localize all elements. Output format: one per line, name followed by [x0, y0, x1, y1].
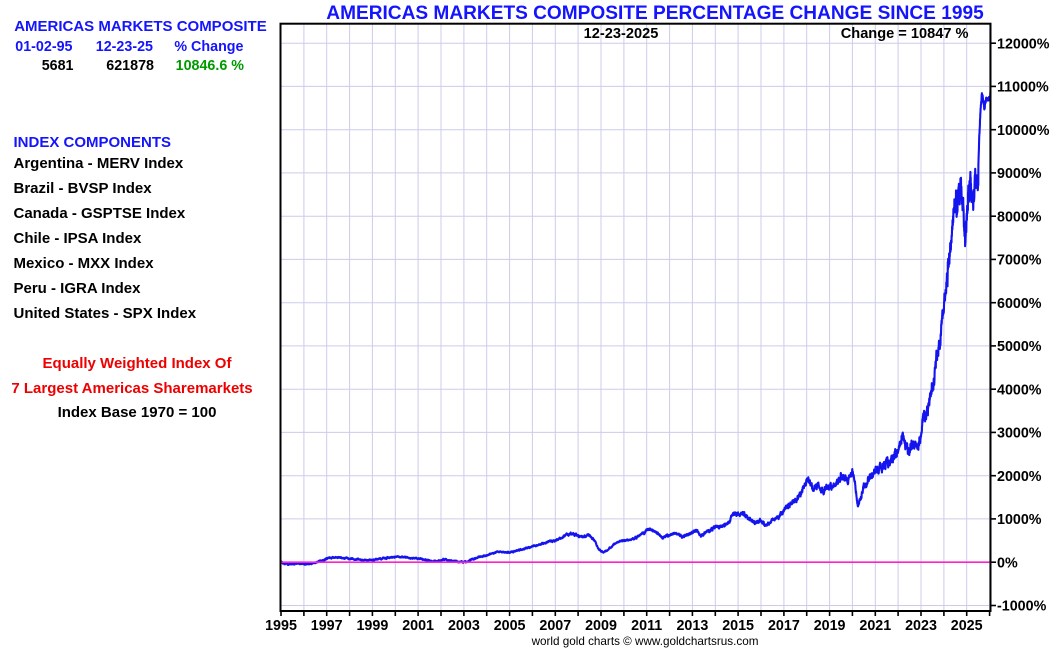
svg-text:2019: 2019 [814, 618, 846, 634]
svg-text:10000%: 10000% [997, 123, 1050, 139]
svg-text:2007: 2007 [539, 618, 571, 634]
svg-text:world gold charts © www.goldch: world gold charts © www.goldchartsrus.co… [531, 635, 759, 648]
svg-text:8000%: 8000% [997, 209, 1042, 225]
svg-text:1995: 1995 [265, 618, 297, 634]
svg-text:5000%: 5000% [997, 339, 1042, 355]
svg-text:4000%: 4000% [997, 382, 1042, 398]
svg-text:2021: 2021 [859, 618, 891, 634]
svg-text:7000%: 7000% [997, 253, 1042, 269]
svg-text:6000%: 6000% [997, 296, 1042, 312]
svg-text:1997: 1997 [311, 618, 343, 634]
svg-text:-1000%: -1000% [997, 599, 1047, 615]
svg-text:2009: 2009 [585, 618, 617, 634]
svg-text:2015: 2015 [722, 618, 754, 634]
svg-text:2005: 2005 [494, 618, 526, 634]
svg-text:11000%: 11000% [997, 80, 1049, 96]
svg-text:0%: 0% [997, 555, 1018, 571]
svg-text:2000%: 2000% [997, 469, 1042, 485]
svg-text:2017: 2017 [768, 618, 800, 634]
svg-text:3000%: 3000% [997, 426, 1042, 442]
svg-text:1000%: 1000% [997, 512, 1042, 528]
svg-text:9000%: 9000% [997, 166, 1042, 182]
svg-text:12-23-2025: 12-23-2025 [584, 26, 659, 42]
svg-text:1999: 1999 [356, 618, 388, 634]
svg-text:12000%: 12000% [997, 36, 1050, 52]
svg-text:2001: 2001 [402, 618, 434, 634]
svg-text:2025: 2025 [951, 618, 983, 634]
svg-text:Change = 10847 %: Change = 10847 % [841, 26, 969, 42]
svg-text:2013: 2013 [676, 618, 708, 634]
svg-text:2011: 2011 [631, 618, 662, 634]
svg-text:2023: 2023 [905, 618, 937, 634]
svg-text:2003: 2003 [448, 618, 480, 634]
